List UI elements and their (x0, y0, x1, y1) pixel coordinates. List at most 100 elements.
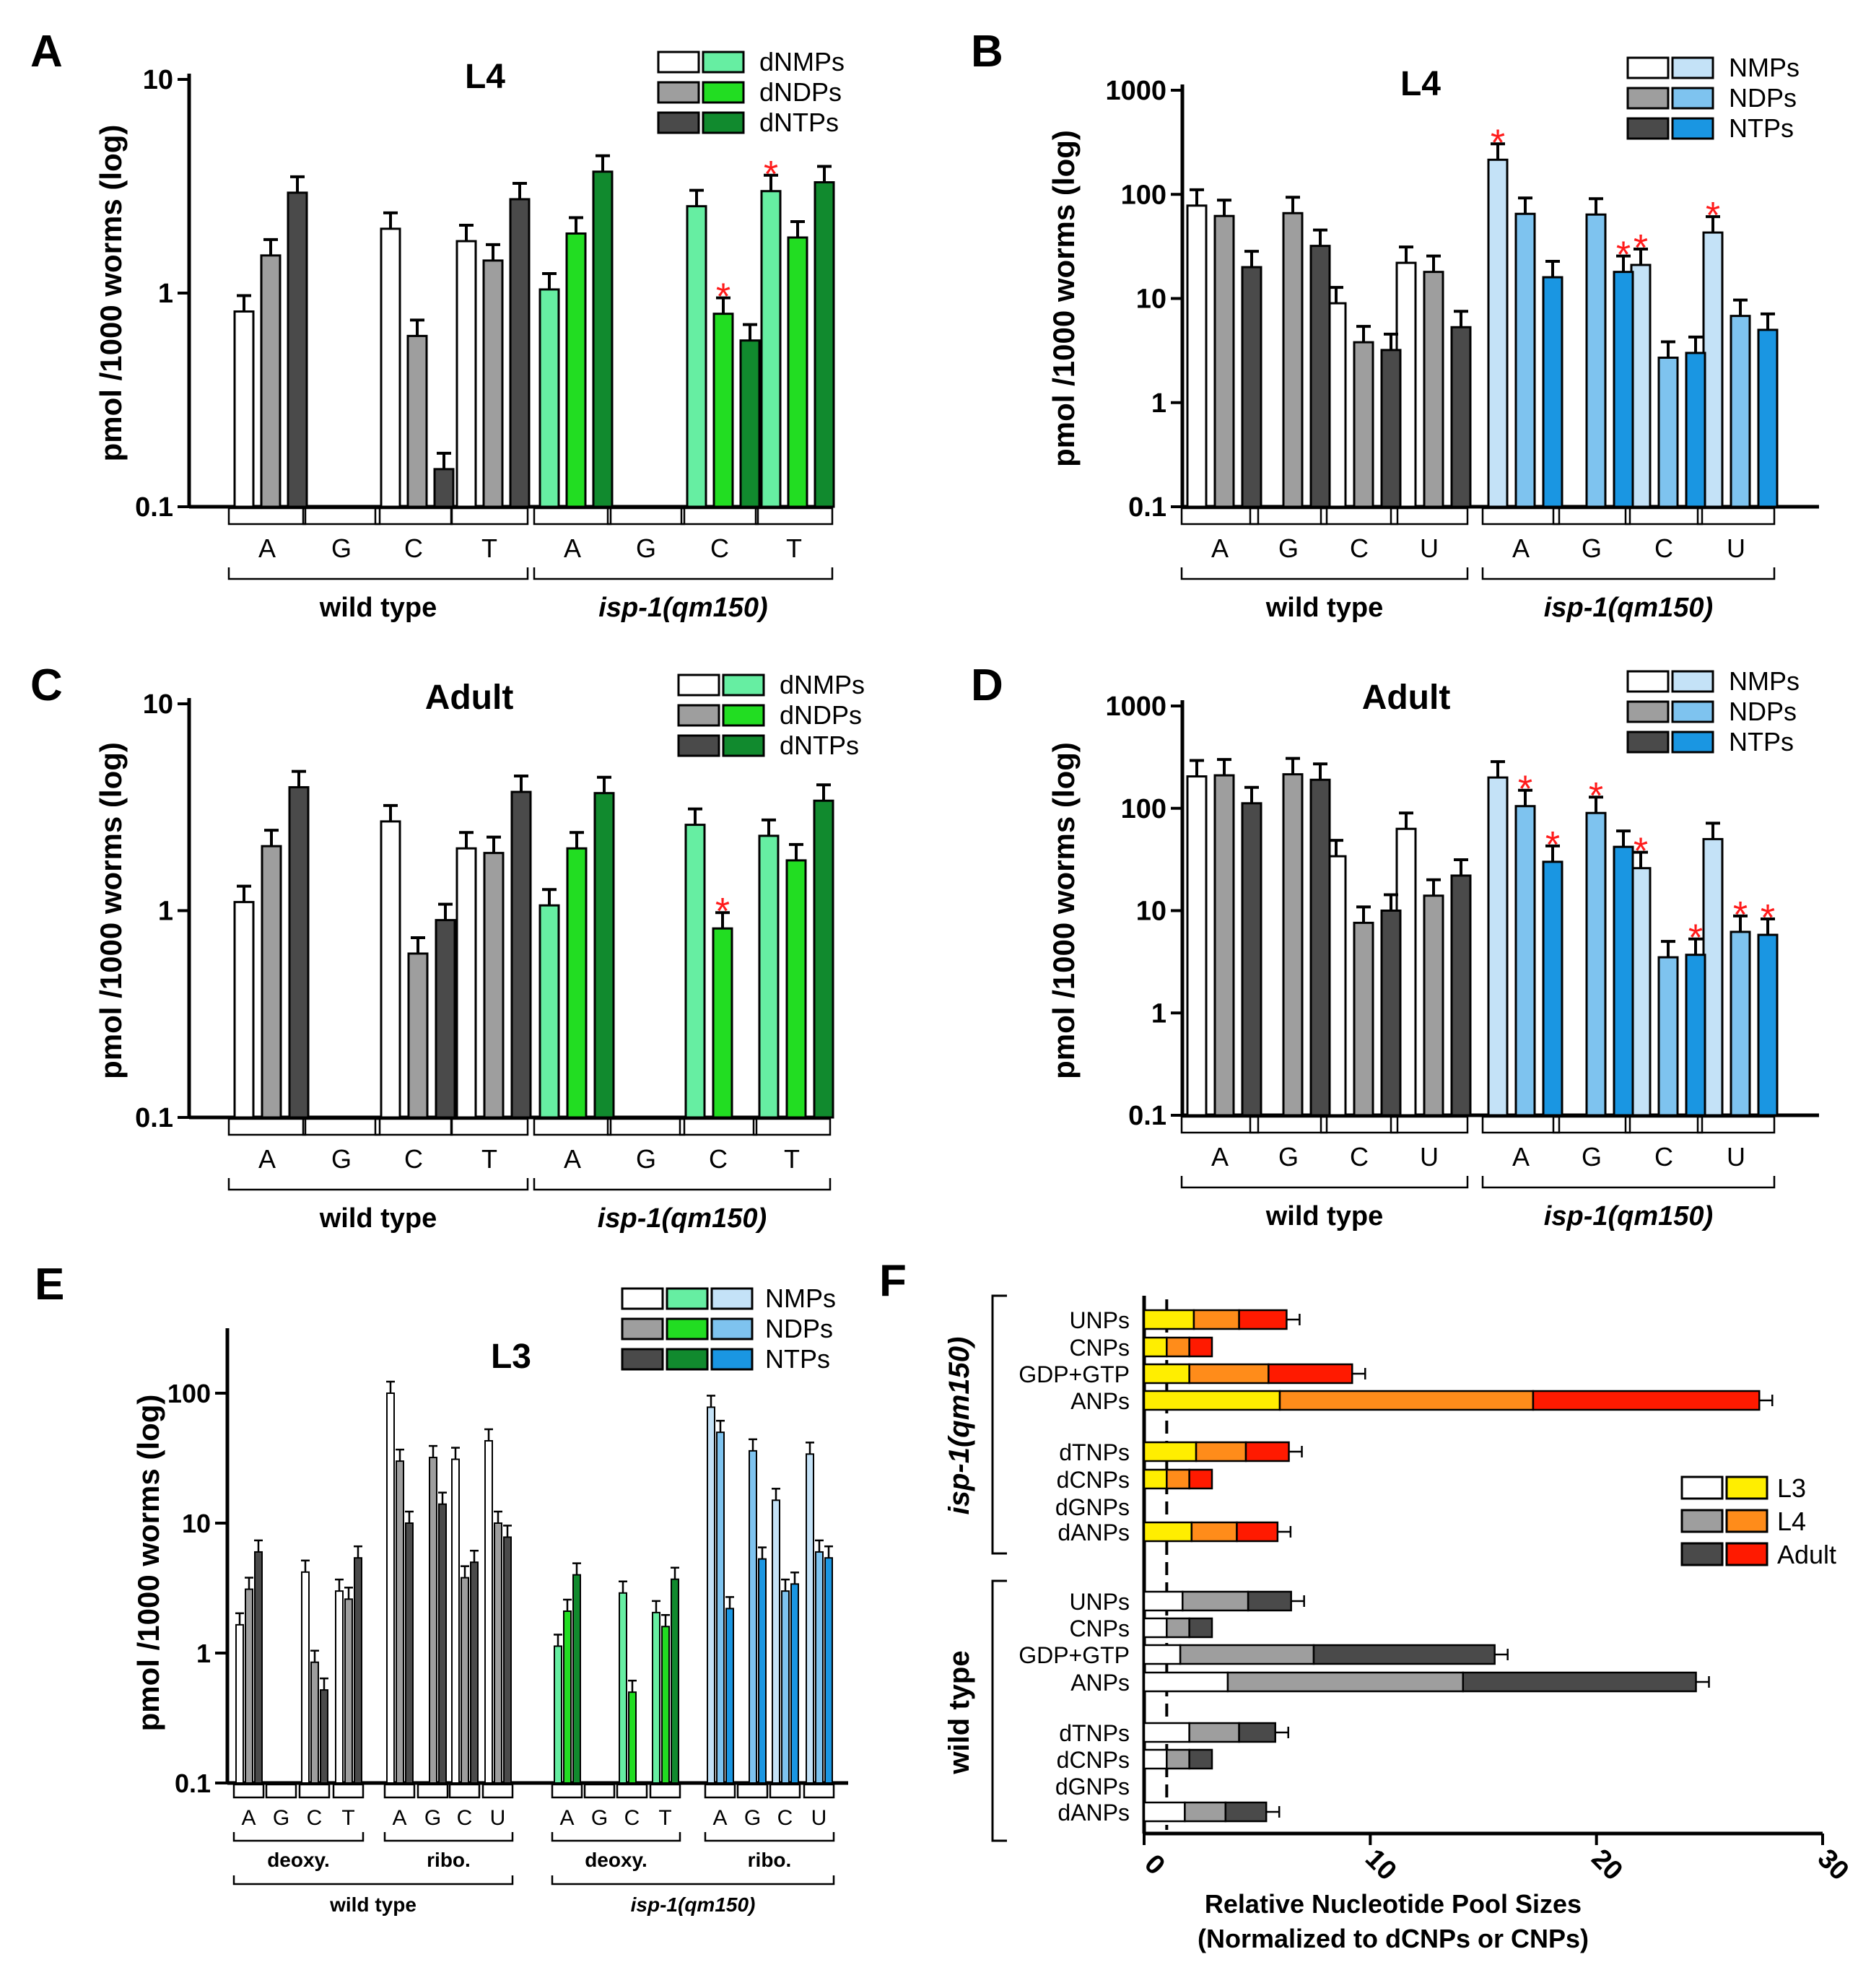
bar (1380, 910, 1402, 1117)
legend-label: Adult (1777, 1540, 1836, 1569)
subgroup-bracket (551, 1832, 681, 1842)
significance-star: * (764, 154, 778, 196)
bar (435, 919, 456, 1119)
bar (815, 1551, 824, 1784)
y-tick-label: 100 (1121, 180, 1166, 210)
y-tick-label: 100 (167, 1379, 211, 1408)
bar (1241, 266, 1262, 508)
y-tick-label: 10 (1136, 284, 1166, 315)
category-label: C (1654, 1142, 1673, 1172)
stacked-bar-segment (1195, 1441, 1247, 1462)
y-tick-label: 0.1 (175, 1769, 211, 1798)
category-label: A (1512, 1142, 1530, 1172)
stacked-bar-segment (1166, 1617, 1190, 1639)
subgroup-label: deoxy. (267, 1849, 330, 1871)
legend-label: L3 (1777, 1473, 1806, 1503)
stacked-bar-segment (1182, 1590, 1249, 1612)
category-box (448, 1783, 481, 1799)
legend-swatch (1725, 1542, 1768, 1566)
group-bracket (1481, 567, 1776, 580)
bar (1685, 954, 1706, 1117)
stacked-bar-segment (1143, 1336, 1168, 1358)
legend-label: NDPs (765, 1314, 833, 1343)
stacked-bar-segment (1143, 1671, 1229, 1693)
significance-star: * (1761, 897, 1775, 939)
bar (405, 1522, 414, 1784)
group-bracket (533, 1178, 832, 1191)
group-bracket (227, 567, 529, 580)
legend-swatch (1671, 700, 1714, 723)
legend-label: NMPs (765, 1283, 836, 1313)
y-axis-label: pmol /1000 worms (log) (131, 1395, 165, 1732)
category-label: CNPs (1069, 1335, 1130, 1361)
legend-swatch (677, 734, 720, 757)
y-tick-label: 10 (1136, 897, 1166, 927)
significance-star: * (1733, 894, 1748, 936)
bar (1514, 212, 1536, 508)
y-tick-label: 1 (158, 279, 173, 309)
stacked-bar-segment (1312, 1644, 1496, 1665)
category-label: U (490, 1806, 506, 1830)
bar (461, 1577, 469, 1784)
category-box (227, 507, 307, 526)
bar (235, 1623, 244, 1784)
bar (592, 170, 614, 508)
category-box (649, 1783, 681, 1799)
bar (749, 1449, 757, 1784)
panel-letter: E (35, 1260, 64, 1309)
group-bracket (1180, 1176, 1469, 1189)
category-box (302, 1117, 381, 1136)
category-box (227, 1117, 307, 1136)
bar (1685, 352, 1706, 508)
category-box (481, 1783, 514, 1799)
subgroup-bracket (704, 1832, 835, 1842)
bar (824, 1557, 833, 1784)
legend-label: NTPs (1729, 727, 1794, 757)
legend-swatch (1680, 1475, 1724, 1500)
bar (245, 1588, 253, 1784)
bar (1657, 956, 1679, 1117)
legend-swatch (710, 1287, 754, 1310)
legend-swatch (666, 1317, 709, 1340)
category-label: C (1654, 533, 1673, 563)
category-box (752, 1117, 832, 1136)
significance-star: * (1491, 122, 1505, 164)
category-label: dANPs (1057, 1800, 1130, 1826)
bar (1353, 921, 1374, 1117)
group-label: isp-1(qm150) (598, 593, 767, 623)
bar (785, 859, 807, 1119)
category-box (1624, 1115, 1704, 1134)
category-label: U (811, 1806, 827, 1830)
stacked-bar-segment (1143, 1468, 1168, 1490)
bar (554, 1645, 562, 1784)
category-label: GDP+GTP (1019, 1642, 1130, 1668)
bar (787, 236, 808, 508)
group-bracket (991, 1294, 1007, 1555)
category-label: GDP+GTP (1019, 1361, 1130, 1387)
panel-title: L4 (1400, 65, 1441, 103)
bar (1241, 802, 1262, 1117)
legend-swatch (657, 111, 700, 134)
bar (483, 852, 505, 1119)
stacked-bar-segment (1278, 1390, 1535, 1411)
category-label: dGNPs (1055, 1494, 1130, 1520)
category-box (1481, 507, 1561, 526)
y-tick-label: 0.1 (1128, 1101, 1166, 1131)
bar (1450, 326, 1472, 508)
group-bracket (991, 1579, 1007, 1842)
stacked-bar-segment (1166, 1336, 1190, 1358)
bar (301, 1571, 310, 1784)
stacked-bar-segment (1244, 1441, 1290, 1462)
stacked-bar-segment (1188, 1336, 1213, 1358)
legend-label: NTPs (1729, 113, 1794, 143)
legend-swatch (1671, 670, 1714, 693)
significance-star: * (1688, 917, 1703, 959)
subgroup-label: ribo. (748, 1849, 792, 1871)
legend-swatch (1680, 1509, 1724, 1533)
bar (1702, 837, 1724, 1117)
group-bracket (227, 1178, 529, 1191)
bar (813, 799, 834, 1119)
category-label: C (777, 1806, 793, 1830)
x-tick-label: 0 (1138, 1849, 1171, 1881)
y-tick-label: 10 (143, 65, 173, 95)
